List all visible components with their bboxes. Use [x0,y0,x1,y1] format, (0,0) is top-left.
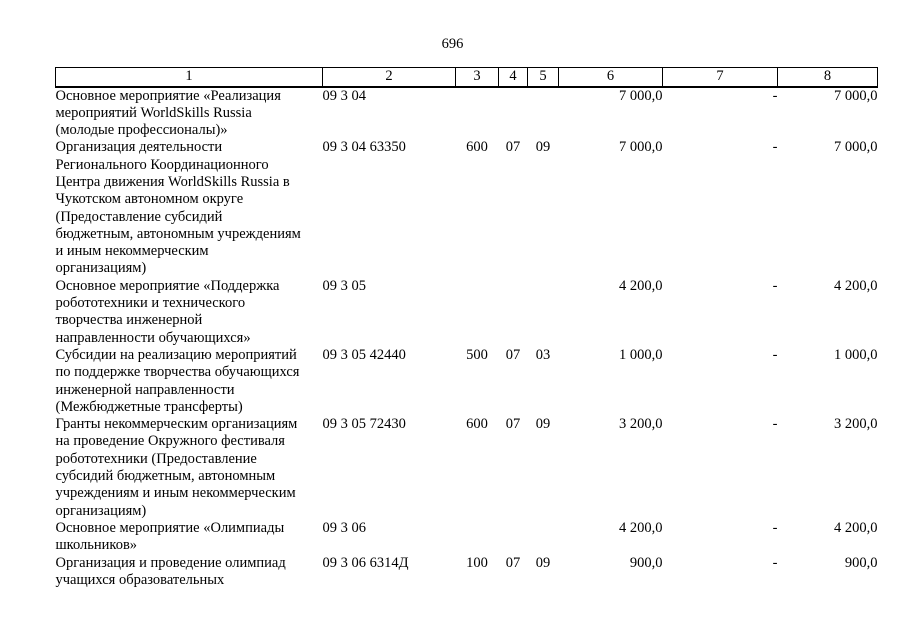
column-header-2: 2 [322,67,456,88]
cell-col5 [528,278,559,347]
cell-col7-amount: - [772,139,778,156]
cell-col6-amount: 900,0 [629,554,663,571]
cell-program-name: Основное мероприятие «Поддержка робототе… [55,277,280,346]
cell-program-name: Организация и проведение олимпиад учащих… [55,554,286,588]
cell-col6-amount: 4 200,0 [619,519,663,536]
table-row: Организация деятельности Регионального К… [56,139,878,277]
cell-col7-amount: - [772,87,778,104]
table-row: Основное мероприятие «Олимпиады школьник… [56,520,878,555]
column-header-7: 7 [662,67,778,88]
budget-table: 1 2 3 4 5 6 7 8 Основное мероприятие «Ре… [55,67,878,589]
cell-col7-amount: - [772,416,778,433]
cell-budget-code: 09 3 04 [322,87,367,104]
cell-program-name: Организация деятельности Регионального К… [55,139,301,277]
cell-col3: 500 [466,346,488,363]
table-row: Субсидии на реализацию мероприятий по по… [56,347,878,416]
cell-program-name: Основное мероприятие «Олимпиады школьник… [55,519,285,554]
cell-col4: 07 [505,416,521,433]
table-row: Основное мероприятие «Поддержка робототе… [56,278,878,347]
cell-col8-amount: 7 000,0 [834,87,878,104]
table-row: Основное мероприятие «Реализация меропри… [56,87,878,140]
page-number: 696 [441,36,464,52]
table-header-row: 1 2 3 4 5 6 7 8 [55,67,878,88]
column-header-5: 5 [527,67,559,88]
cell-col4: 07 [505,346,521,363]
cell-col4 [499,278,528,347]
cell-budget-code: 09 3 06 6314Д [322,554,409,571]
cell-budget-code: 09 3 04 63350 [322,139,406,156]
cell-col6-amount: 1 000,0 [619,346,663,363]
cell-budget-code: 09 3 05 [322,277,367,294]
column-header-8: 8 [777,67,878,88]
cell-col4 [499,520,528,555]
cell-col4: 07 [505,554,521,571]
cell-col7-amount: - [772,554,778,571]
cell-col8-amount: 4 200,0 [834,277,878,294]
cell-col6-amount: 4 200,0 [619,277,663,294]
cell-program-name: Основное мероприятие «Реализация меропри… [55,87,281,139]
cell-col4 [499,87,528,140]
cell-col3: 100 [466,554,488,571]
column-header-1: 1 [55,67,323,88]
cell-col6-amount: 7 000,0 [619,87,663,104]
cell-col6-amount: 3 200,0 [619,416,663,433]
cell-col5 [528,520,559,555]
cell-budget-code: 09 3 05 72430 [322,416,406,433]
cell-col5: 09 [535,139,551,156]
cell-col7-amount: - [772,519,778,536]
cell-col3 [456,87,499,140]
cell-program-name: Гранты некоммерческим организациям на пр… [55,416,298,519]
cell-budget-code: 09 3 06 [322,519,367,536]
cell-col5: 03 [535,346,551,363]
table-row: Организация и проведение олимпиад учащих… [56,555,878,590]
cell-col5: 09 [535,416,551,433]
cell-col8-amount: 3 200,0 [834,416,878,433]
cell-col8-amount: 1 000,0 [834,346,878,363]
column-header-6: 6 [558,67,663,88]
column-header-3: 3 [455,67,499,88]
cell-program-name: Субсидии на реализацию мероприятий по по… [55,346,300,415]
column-header-4: 4 [498,67,528,88]
cell-col8-amount: 900,0 [844,554,878,571]
cell-col7-amount: - [772,346,778,363]
cell-col3 [456,278,499,347]
cell-col5 [528,87,559,140]
cell-col5: 09 [535,554,551,571]
cell-budget-code: 09 3 05 42440 [322,346,406,363]
cell-col3: 600 [466,416,488,433]
cell-col6-amount: 7 000,0 [619,139,663,156]
cell-col7-amount: - [772,277,778,294]
cell-col3: 600 [466,139,488,156]
cell-col4: 07 [505,139,521,156]
cell-col3 [456,520,499,555]
cell-col8-amount: 7 000,0 [834,139,878,156]
cell-col8-amount: 4 200,0 [834,519,878,536]
table-row: Гранты некоммерческим организациям на пр… [56,416,878,520]
